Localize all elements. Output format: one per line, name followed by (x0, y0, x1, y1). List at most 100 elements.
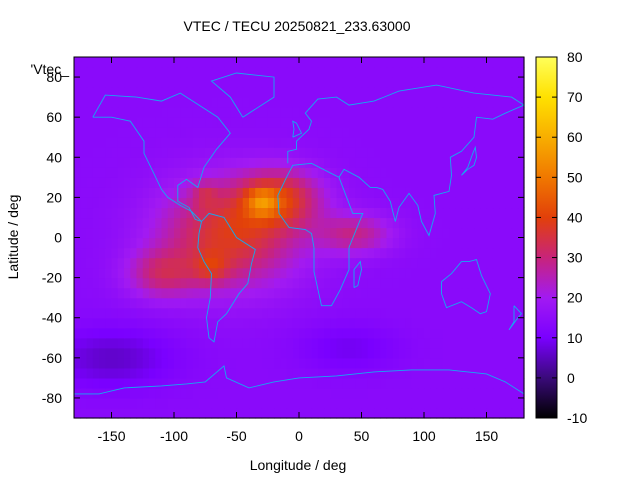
heatmap-cell (467, 107, 475, 118)
heatmap-cell (505, 127, 513, 138)
heatmap-cell (105, 287, 113, 299)
heatmap-cell (474, 317, 481, 329)
heatmap-cell (299, 77, 306, 88)
heatmap-cell (317, 387, 325, 399)
heatmap-cell (124, 137, 131, 148)
heatmap-cell (199, 147, 206, 158)
heatmap-cell (374, 407, 381, 419)
heatmap-cell (336, 197, 344, 209)
heatmap-cell (205, 287, 213, 299)
heatmap-cell (342, 237, 350, 249)
heatmap-cell (405, 317, 413, 329)
heatmap-cell (367, 137, 375, 148)
heatmap-cell (174, 77, 181, 88)
heatmap-cell (124, 147, 131, 158)
heatmap-cell (230, 187, 238, 198)
heatmap-cell (280, 307, 288, 319)
heatmap-cell (274, 357, 281, 369)
heatmap-cell (361, 67, 369, 78)
heatmap-cell (261, 167, 269, 178)
heatmap-cell (280, 297, 288, 309)
heatmap-cell (355, 377, 363, 389)
heatmap-cell (486, 97, 494, 108)
heatmap-cell (192, 297, 200, 309)
heatmap-cell (449, 117, 456, 128)
heatmap-cell (224, 137, 231, 148)
heatmap-cell (430, 157, 438, 168)
heatmap-cell (417, 277, 425, 289)
heatmap-cell (155, 277, 163, 289)
heatmap-cell (249, 317, 256, 329)
heatmap-cell (142, 67, 150, 78)
heatmap-cell (474, 147, 481, 158)
heatmap-cell (305, 137, 313, 148)
heatmap-cell (186, 187, 194, 198)
heatmap-cell (499, 407, 506, 419)
heatmap-cell (374, 377, 381, 389)
heatmap-cell (505, 177, 513, 188)
heatmap-cell (505, 247, 513, 259)
heatmap-cell (442, 337, 450, 349)
heatmap-cell (249, 347, 256, 359)
heatmap-cell (311, 237, 319, 249)
heatmap-cell (455, 337, 463, 349)
heatmap-cell (99, 197, 106, 209)
heatmap-cell (205, 107, 213, 118)
heatmap-cell (180, 207, 188, 219)
heatmap-cell (274, 287, 281, 299)
heatmap-cell (174, 207, 181, 219)
heatmap-cell (167, 147, 175, 158)
heatmap-cell (261, 87, 269, 98)
heatmap-cell (111, 107, 119, 118)
heatmap-cell (236, 317, 244, 329)
heatmap-cell (449, 207, 456, 219)
heatmap-cell (211, 377, 219, 389)
heatmap-cell (511, 357, 519, 369)
heatmap-cell (211, 107, 219, 118)
heatmap-cell (155, 267, 163, 279)
heatmap-cell (436, 407, 444, 419)
heatmap-cell (186, 147, 194, 158)
heatmap-cell (417, 397, 425, 409)
heatmap-cell (317, 87, 325, 98)
heatmap-cell (474, 377, 481, 389)
heatmap-cell (317, 57, 325, 68)
heatmap-cell (299, 307, 306, 319)
heatmap-cell (80, 327, 88, 339)
heatmap-cell (255, 57, 263, 68)
heatmap-cell (517, 127, 525, 138)
heatmap-cell (155, 147, 163, 158)
heatmap-cell (161, 127, 169, 138)
heatmap-cell (161, 97, 169, 108)
heatmap-cell (380, 357, 388, 369)
heatmap-cell (249, 217, 256, 229)
heatmap-cell (242, 187, 250, 198)
heatmap-cell (274, 227, 281, 239)
heatmap-cell (217, 257, 225, 269)
heatmap-cell (242, 327, 250, 339)
heatmap-cell (230, 397, 238, 409)
heatmap-cell (380, 277, 388, 289)
heatmap-cell (305, 177, 313, 188)
coastline-japan (461, 145, 477, 176)
heatmap-cell (486, 407, 494, 419)
heatmap-cell (92, 67, 100, 78)
heatmap-cell (449, 377, 456, 389)
heatmap-cell (105, 197, 113, 209)
heatmap-cell (86, 337, 94, 349)
heatmap-cell (292, 207, 300, 219)
heatmap-cell (492, 317, 500, 329)
heatmap-cell (424, 207, 431, 219)
heatmap-cell (424, 67, 431, 78)
heatmap-cell (267, 87, 275, 98)
heatmap-cell (380, 87, 388, 98)
heatmap-cell (267, 177, 275, 188)
heatmap-cell (430, 107, 438, 118)
heatmap-cell (186, 297, 194, 309)
heatmap-cell (442, 177, 450, 188)
heatmap-cell (411, 117, 419, 128)
heatmap-cell (92, 257, 100, 269)
heatmap-cell (186, 347, 194, 359)
heatmap-cell (199, 217, 206, 229)
heatmap-cell (186, 317, 194, 329)
